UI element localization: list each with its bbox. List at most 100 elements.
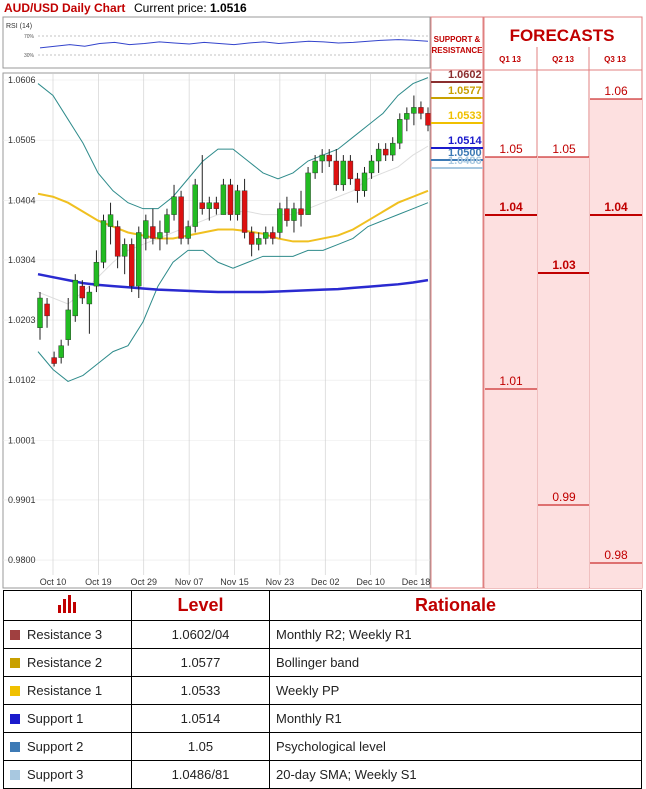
candle-body: [319, 154, 325, 162]
candle-body: [418, 107, 424, 114]
level-value: 1.0514: [131, 704, 270, 733]
candle-body: [411, 107, 417, 114]
y-tick-label: 0.9901: [8, 495, 36, 505]
candle-body: [234, 190, 241, 215]
candle-body: [58, 345, 64, 358]
x-tick-label: Nov 15: [220, 577, 249, 587]
current-price-label: Current price:: [134, 1, 207, 15]
table-row: Support 2 1.05 Psychological level: [3, 732, 642, 761]
level-name-cell: Support 3: [3, 760, 132, 789]
candle-body: [368, 160, 375, 174]
candle-body: [206, 202, 213, 209]
sr-level-label: 1.0514: [448, 135, 483, 147]
price-panel: [2, 72, 431, 589]
x-tick-label: Nov 07: [175, 577, 204, 587]
candle-body: [255, 238, 262, 245]
candle-body: [375, 148, 382, 162]
forecast-fill: [538, 505, 589, 588]
level-name-cell: Resistance 1: [3, 676, 132, 705]
forecast-value: 1.04: [604, 200, 628, 214]
candle-body: [100, 220, 107, 263]
level-rationale: Psychological level: [269, 732, 642, 761]
levels-table: Level Rationale Resistance 3 1.0602/04 Mon…: [3, 590, 642, 789]
candle-body: [382, 148, 389, 156]
current-price-value: 1.0516: [210, 1, 247, 15]
level-rationale: Bollinger band: [269, 648, 642, 677]
y-tick-label: 1.0606: [8, 75, 36, 85]
candle-body: [37, 297, 43, 328]
x-tick-label: Dec 10: [356, 577, 385, 587]
candle-body: [298, 208, 304, 215]
y-axis: 1.0606 1.0505 1.0404 1.0304 1.0203 1.0102 1.00…: [3, 75, 430, 565]
level-rationale: Monthly R2; Weekly R1: [269, 620, 642, 649]
sr-level-label: 1.0602: [448, 69, 482, 81]
sr-level-label: 1.0500: [448, 147, 482, 159]
y-tick-label: 1.0304: [8, 255, 36, 265]
candle-body: [227, 184, 234, 215]
level-name-cell: Support 2: [3, 732, 132, 761]
level-value: 1.0486/81: [131, 760, 270, 789]
y-tick-label: 1.0001: [8, 435, 36, 445]
forecast-value: 1.05: [552, 142, 576, 156]
level-value: 1.0533: [131, 676, 270, 705]
forecast-values: 1.05 1.04 1.01 1.05 1.03 0.99 1.06 1.04 0.98: [485, 84, 642, 588]
candle-body: [129, 244, 135, 287]
rsi-line: [39, 39, 429, 49]
candle-body: [312, 160, 318, 174]
candle-body: [51, 357, 57, 364]
y-tick-label: 1.0505: [8, 135, 36, 145]
level-name: Support 1: [27, 711, 84, 726]
candle-body: [333, 160, 339, 186]
candle-body: [114, 226, 121, 257]
x-tick-label: Dec 18: [402, 577, 431, 587]
forecast-value: 1.05: [499, 142, 523, 156]
sr-column: [430, 16, 484, 589]
candle-body: [340, 160, 347, 186]
sma-slow-line: [37, 272, 429, 294]
candle-body: [199, 202, 205, 209]
candle-body: [136, 232, 142, 287]
y-tick-label: 0.9800: [8, 555, 36, 565]
forecast-q2-header: Q2 13: [552, 55, 574, 64]
forecast-fill: [590, 563, 642, 588]
sr-label-2: RESISTANCE: [432, 46, 484, 55]
candle-body: [248, 232, 255, 245]
forecast-value: 1.03: [552, 258, 576, 272]
table-row: Resistance 2 1.0577 Bollinger band: [3, 648, 642, 677]
forecast-q3-header: Q3 13: [604, 55, 626, 64]
level-name-cell: Resistance 2: [3, 648, 132, 677]
sr-level-label: 1.0533: [448, 110, 482, 122]
level-color-swatch: [10, 770, 20, 780]
candle-body: [241, 190, 248, 233]
level-color-swatch: [10, 630, 20, 640]
level-name: Support 2: [27, 739, 84, 754]
candle-body: [86, 291, 93, 305]
sr-label-1: SUPPORT &: [434, 35, 481, 44]
level-color-swatch: [10, 742, 20, 752]
candle-body: [79, 285, 86, 299]
candle-body: [404, 113, 410, 120]
level-rationale: Weekly PP: [269, 676, 642, 705]
candle-body: [347, 160, 354, 180]
forecast-q1-header: Q1 13: [499, 55, 521, 64]
candle-body: [143, 220, 149, 239]
candle-body: [425, 113, 431, 126]
candle-body: [65, 309, 71, 340]
candle-body: [164, 214, 170, 233]
candle-body: [72, 279, 78, 317]
candle-body: [93, 262, 100, 287]
level-color-swatch: [10, 686, 20, 696]
x-axis: Oct 10 Oct 19 Oct 29 Nov 07 Nov 15 Nov 23 Dec …: [40, 73, 431, 587]
level-name-cell: Resistance 3: [3, 620, 132, 649]
candles: [37, 95, 431, 367]
sr-level-label: 1.0577: [448, 85, 482, 97]
level-name: Resistance 2: [27, 655, 103, 670]
candle-body: [150, 226, 156, 239]
levels-table-header: Level Rationale: [3, 590, 642, 621]
table-row: Resistance 3 1.0602/04 Monthly R2; Weekly …: [3, 620, 642, 649]
candle-body: [171, 196, 177, 215]
candle-body: [361, 172, 368, 191]
x-tick-label: Oct 10: [40, 577, 67, 587]
y-tick-label: 1.0404: [8, 195, 36, 205]
